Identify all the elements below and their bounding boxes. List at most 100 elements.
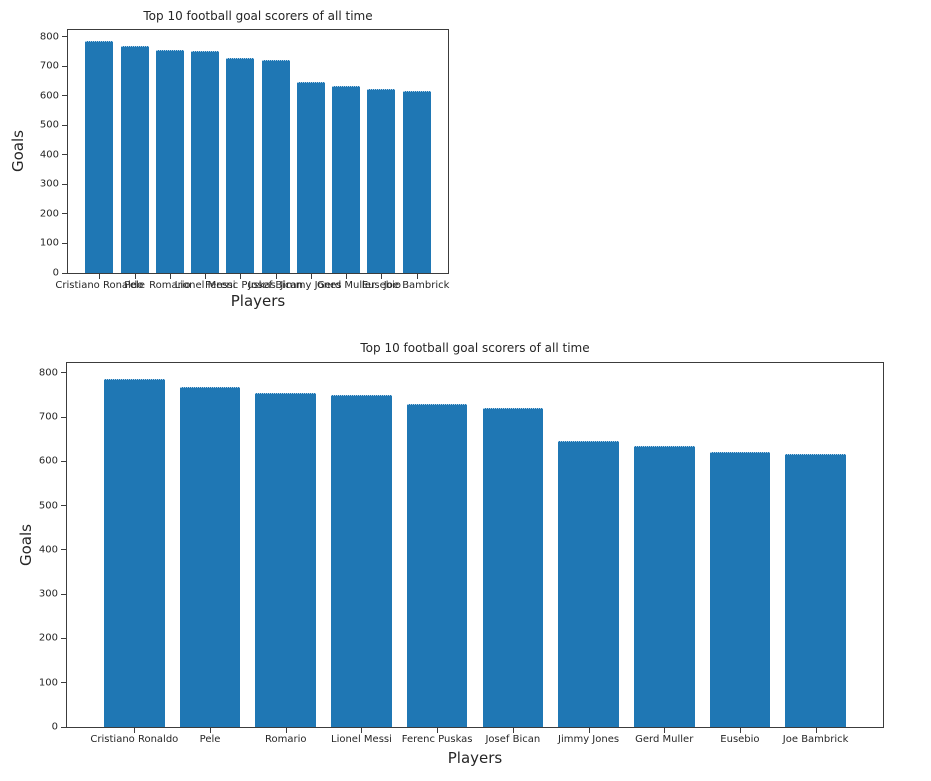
x-tick-label: Romario [149, 280, 191, 291]
y-tick-label: 400 [38, 544, 58, 556]
bar [179, 387, 241, 727]
x-tick-label: Pele [199, 734, 221, 745]
x-tick-label: Jimmy Jones [280, 280, 342, 291]
x-tick-mark [285, 728, 287, 733]
x-tick-label: Eusebio [720, 734, 760, 745]
y-tick-label: 0 [51, 721, 58, 733]
x-tick-mark [205, 274, 207, 279]
x-tick-label: Joe Bambrick [383, 280, 450, 291]
x-tick-mark [588, 728, 590, 733]
y-tick-mark [62, 124, 67, 126]
bar [120, 46, 149, 273]
x-tick-label: Romario [265, 734, 307, 745]
x-tick-mark [361, 728, 363, 733]
bar [296, 81, 325, 273]
x-tick-label: Ferenc Puskas [401, 734, 473, 745]
x-tick-label: Pele [124, 280, 145, 291]
bar [633, 446, 695, 727]
bar [558, 440, 619, 727]
bar [785, 454, 846, 727]
y-axis-label: Goals [9, 130, 27, 172]
y-tick-mark [62, 36, 67, 38]
y-tick-mark [62, 213, 67, 215]
x-tick-mark [99, 274, 101, 279]
y-tick-label: 500 [38, 500, 58, 512]
x-tick-label: Jimmy Jones [557, 734, 620, 745]
bar [406, 404, 468, 727]
x-tick-mark [169, 274, 171, 279]
y-tick-label: 200 [39, 208, 59, 220]
y-tick-mark [62, 272, 67, 274]
x-tick-label: Ferenc Puskas [204, 280, 276, 291]
y-tick-label: 0 [52, 267, 59, 279]
bar [226, 57, 255, 273]
x-tick-label: Josef Bican [248, 280, 303, 291]
bar [709, 451, 771, 727]
y-axis-label: Goals [17, 524, 35, 566]
x-tick-label: Eusebio [361, 280, 402, 291]
bar [261, 60, 290, 273]
y-tick-mark [61, 682, 66, 684]
chart-title: Top 10 football goal scorers of all time [360, 341, 590, 355]
y-tick-mark [62, 183, 67, 185]
y-tick-label: 400 [39, 149, 59, 161]
x-axis-label: Players [447, 749, 503, 767]
x-tick-mark [134, 274, 136, 279]
y-tick-mark [61, 505, 66, 507]
x-tick-label: Joe Bambrick [782, 734, 849, 745]
y-tick-mark [61, 372, 66, 374]
y-tick-mark [61, 460, 66, 462]
x-tick-mark [240, 274, 242, 279]
x-axis-label: Players [230, 292, 286, 310]
y-tick-mark [61, 549, 66, 551]
y-tick-mark [61, 416, 66, 418]
y-tick-mark [61, 593, 66, 595]
x-tick-mark [134, 728, 136, 733]
x-tick-mark [664, 728, 666, 733]
x-tick-label: Josef Bican [485, 734, 541, 745]
bar [482, 408, 544, 727]
x-tick-mark [739, 728, 741, 733]
bar [85, 40, 114, 273]
bar [155, 49, 184, 273]
chart-title: Top 10 football goal scorers of all time [143, 9, 373, 23]
x-tick-mark [437, 728, 439, 733]
y-tick-mark [62, 65, 67, 67]
y-tick-mark [62, 95, 67, 97]
x-tick-mark [815, 728, 817, 733]
bar [402, 90, 431, 273]
y-tick-label: 700 [38, 411, 58, 423]
y-tick-label: 600 [39, 90, 59, 102]
y-tick-label: 300 [38, 588, 58, 600]
bar [255, 392, 317, 727]
bar [104, 379, 165, 727]
y-tick-label: 100 [38, 677, 58, 689]
y-tick-mark [62, 154, 67, 156]
y-tick-label: 800 [39, 31, 59, 43]
plot-area-small: 0 100 200 300 400 500 600 700 800 Cristiano Ronal… [40, 29, 449, 291]
bar [367, 89, 396, 273]
y-tick-label: 500 [39, 119, 59, 131]
y-tick-mark [61, 637, 66, 639]
y-tick-label: 600 [38, 455, 58, 467]
x-tick-mark [512, 728, 514, 733]
y-tick-label: 100 [39, 237, 59, 249]
x-tick-mark [346, 274, 348, 279]
x-tick-label: Gerd Muller [317, 280, 376, 291]
y-tick-label: 300 [39, 178, 59, 190]
x-tick-mark [210, 728, 212, 733]
x-tick-label: Cristiano Ronaldo [90, 734, 179, 745]
plot-area-large: 0 100 200 300 400 500 600 700 800 Cristiano Ronal… [39, 362, 884, 745]
y-tick-mark [62, 242, 67, 244]
x-tick-label: Cristiano Ronaldo [55, 280, 144, 291]
x-tick-label: Lionel Messi [331, 734, 392, 745]
x-tick-mark [381, 274, 383, 279]
bar [191, 51, 220, 273]
bar [331, 394, 392, 727]
y-tick-label: 800 [38, 367, 58, 379]
y-tick-label: 200 [38, 632, 58, 644]
x-tick-mark [275, 274, 277, 279]
x-tick-mark [310, 274, 312, 279]
x-tick-label: Lionel Messi [174, 280, 236, 291]
y-tick-label: 700 [39, 60, 59, 72]
